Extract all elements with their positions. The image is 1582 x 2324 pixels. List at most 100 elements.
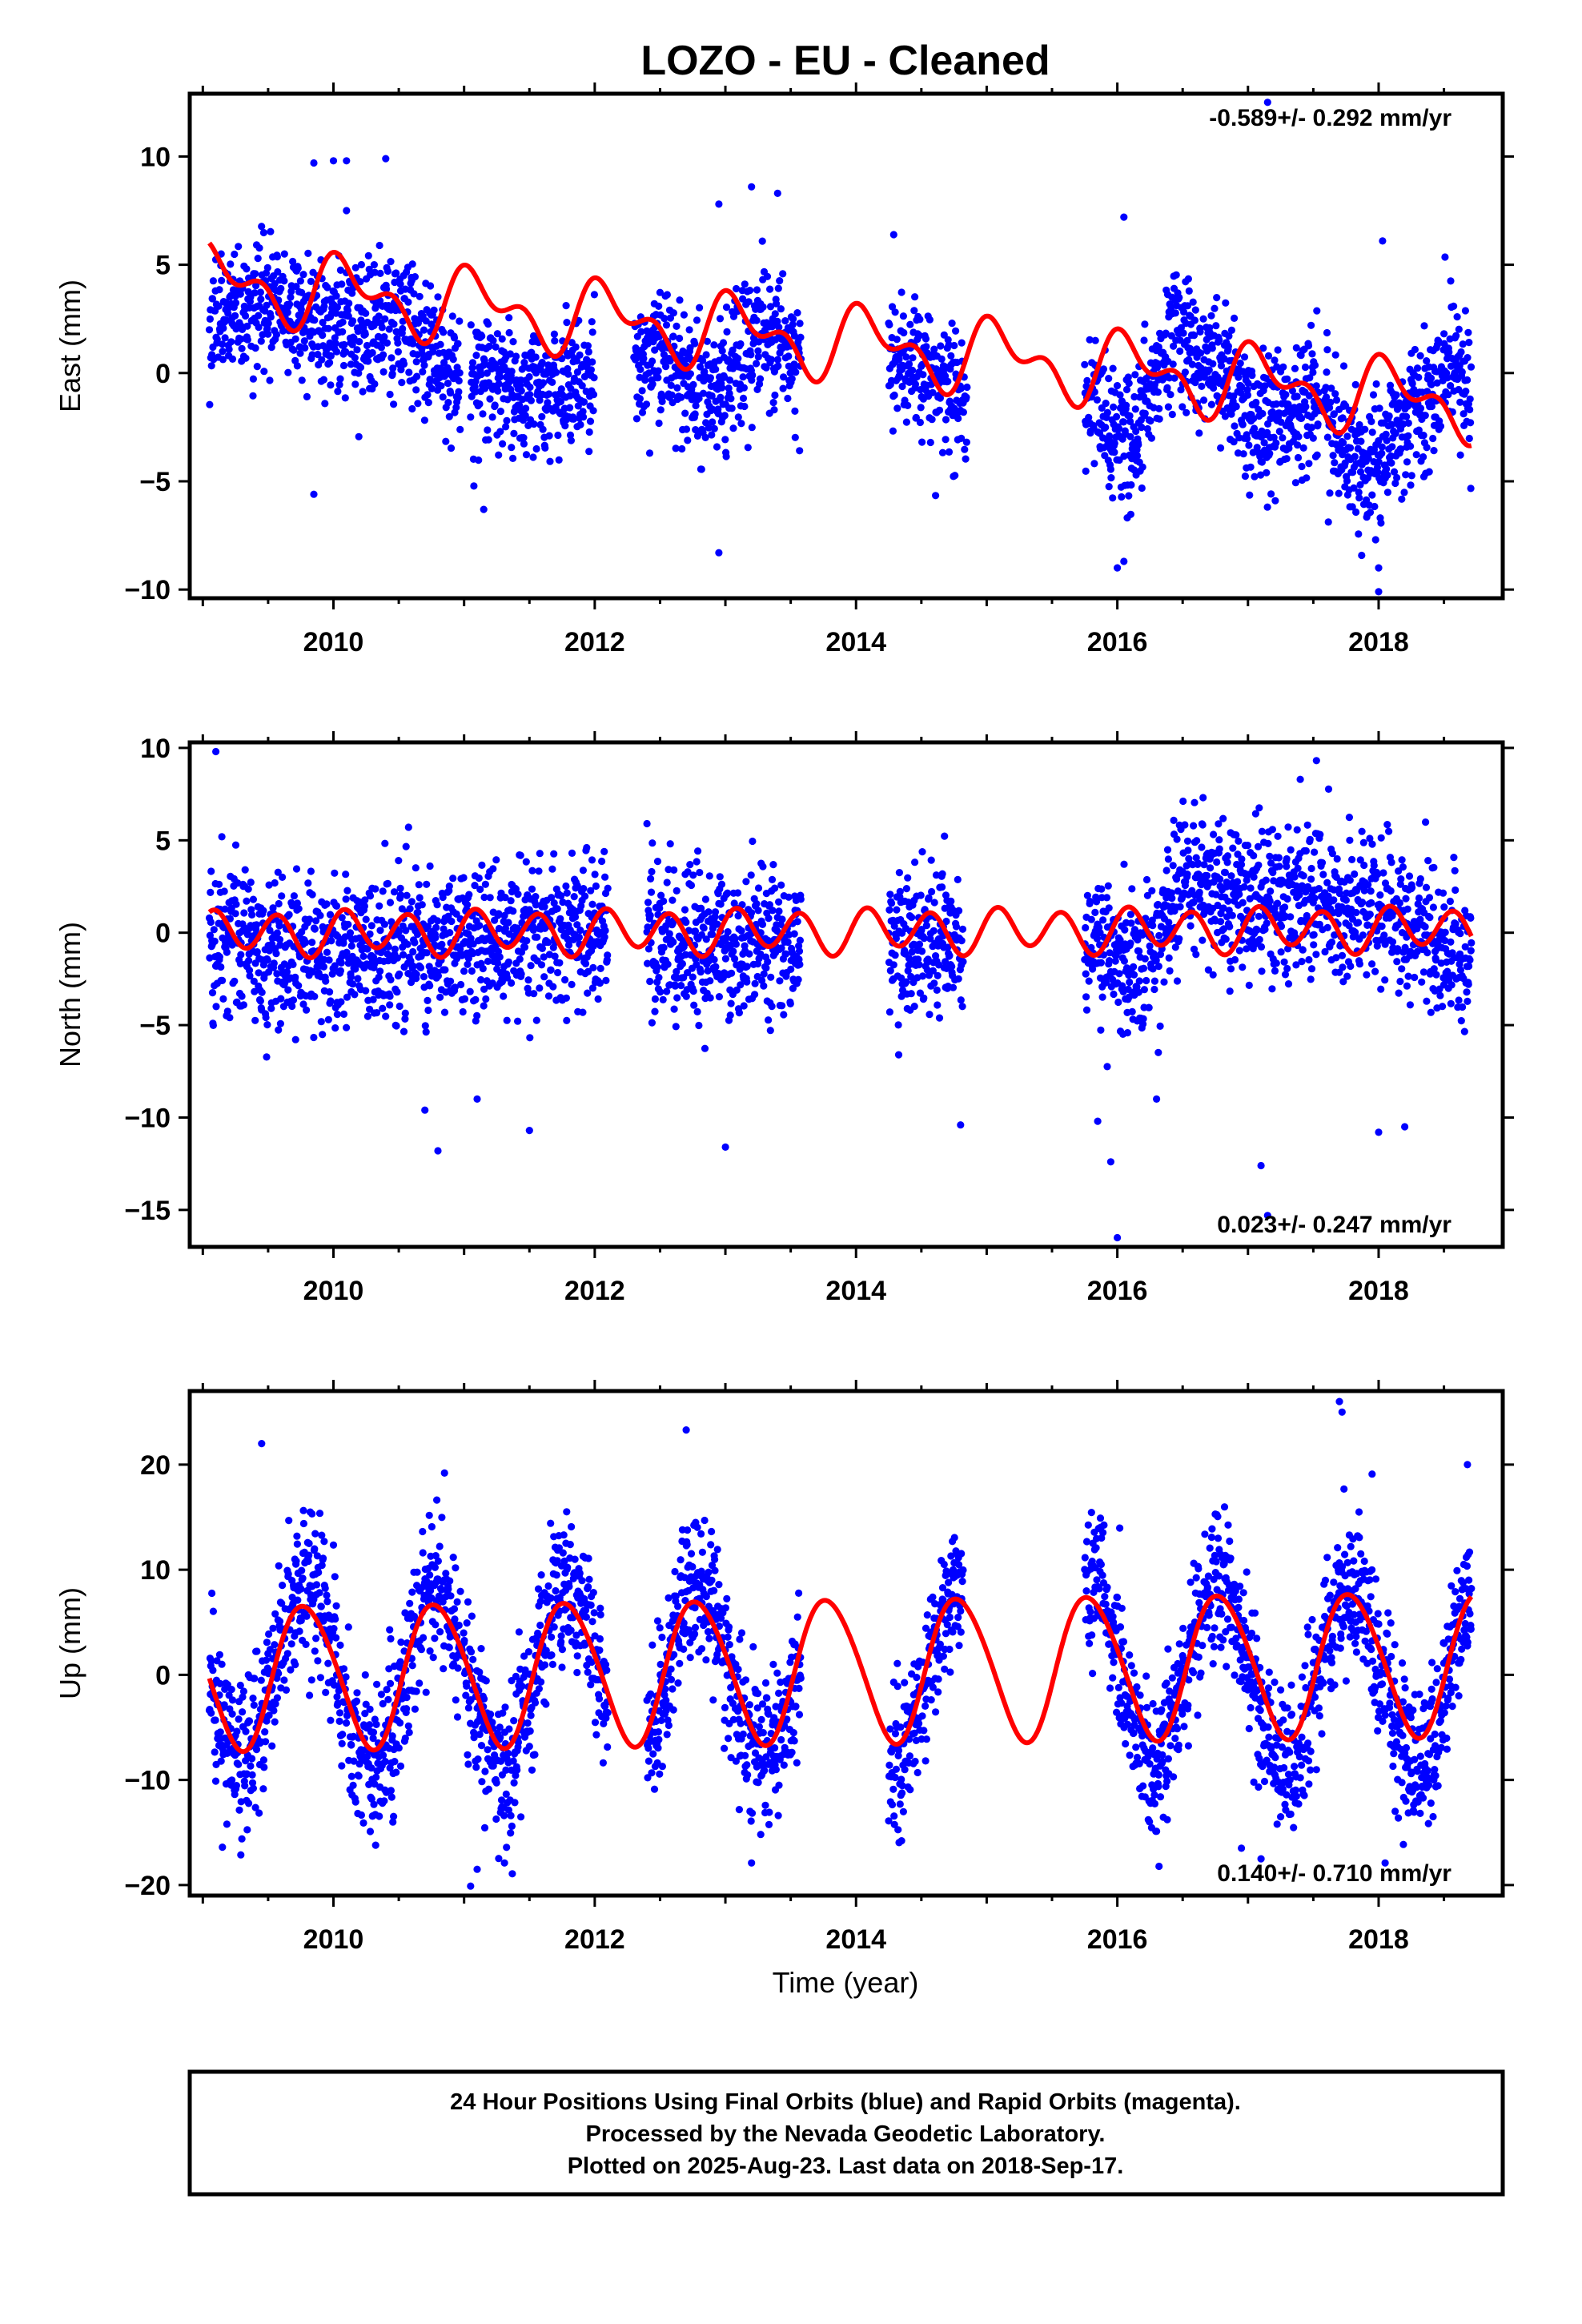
data-point [1293,392,1301,400]
data-point [548,894,556,902]
data-point [323,948,331,956]
data-point [401,1009,409,1017]
data-point [1313,307,1321,315]
data-point [888,899,896,907]
data-point [514,891,522,899]
data-point [391,945,399,953]
data-point [1247,463,1255,471]
data-point [1275,428,1283,436]
data-point [759,303,767,311]
data-point [405,368,413,376]
data-point [1402,471,1410,479]
data-point [751,991,759,999]
data-point [319,332,327,340]
data-point [1154,963,1162,971]
data-point [284,986,292,994]
data-point [1207,864,1215,872]
data-point [579,408,587,416]
data-point [672,444,680,452]
data-point [1283,862,1291,870]
data-point [263,956,271,964]
data-points [205,747,1476,1242]
data-point [739,373,747,381]
data-point [219,348,227,356]
data-point [716,315,725,323]
data-point [894,1021,902,1029]
data-point [584,342,592,350]
data-point [1324,518,1332,526]
data-point [363,1012,371,1020]
data-point [522,451,531,459]
data-point [538,359,546,367]
data-point [1356,480,1364,489]
data-point [1392,391,1400,399]
data-point [1225,332,1233,340]
data-point [784,394,792,403]
data-point [1154,360,1162,368]
data-point [1461,307,1469,315]
data-point [263,1021,271,1029]
data-point [1150,985,1158,994]
data-point [580,398,588,406]
data-point [770,406,778,414]
data-point [655,974,663,982]
data-point [1217,362,1226,370]
data-point [911,858,919,866]
data-point [342,870,350,879]
data-point [279,327,287,335]
data-point [217,963,225,971]
data-point [423,880,431,888]
data-point [1433,379,1441,387]
data-point [776,277,784,285]
data-point [400,951,408,959]
data-point [275,899,283,908]
data-point [524,976,532,984]
data-point [539,425,547,433]
data-point [326,339,334,347]
data-point [556,397,565,406]
data-point [697,931,706,939]
data-point [380,920,388,928]
data-point [407,979,416,987]
data-point [726,376,734,384]
data-point [327,997,335,1005]
data-point [687,881,696,890]
data-point [1102,979,1110,987]
data-point [581,892,589,900]
data-point [426,982,434,990]
data-point [1180,308,1188,316]
data-point [1188,360,1196,368]
data-point [779,384,787,392]
data-point [271,879,279,887]
data-point [747,871,755,879]
data-point [464,955,473,963]
data-point [1272,959,1280,967]
data-point [439,893,447,902]
data-point [669,896,677,904]
data-point [479,410,487,418]
data-point [1308,350,1316,358]
data-point [1298,414,1306,423]
data-point [209,1021,217,1029]
data-point [242,354,250,362]
data-point [409,962,417,971]
data-point [337,998,345,1006]
data-point [1120,957,1128,965]
data-point [754,352,762,361]
data-point [724,928,732,936]
data-point [719,339,728,347]
data-point [267,313,275,321]
data-point [517,970,525,978]
data-point [540,973,548,981]
data-point [1167,889,1175,897]
data-point [1323,346,1331,354]
data-point [910,1003,918,1011]
data-point [1083,376,1091,384]
data-point [1134,988,1142,996]
data-point [1355,489,1363,497]
data-point [344,312,352,320]
data-point [753,286,761,294]
data-point [1307,875,1315,883]
data-point [756,375,765,383]
data-point [1255,861,1263,869]
